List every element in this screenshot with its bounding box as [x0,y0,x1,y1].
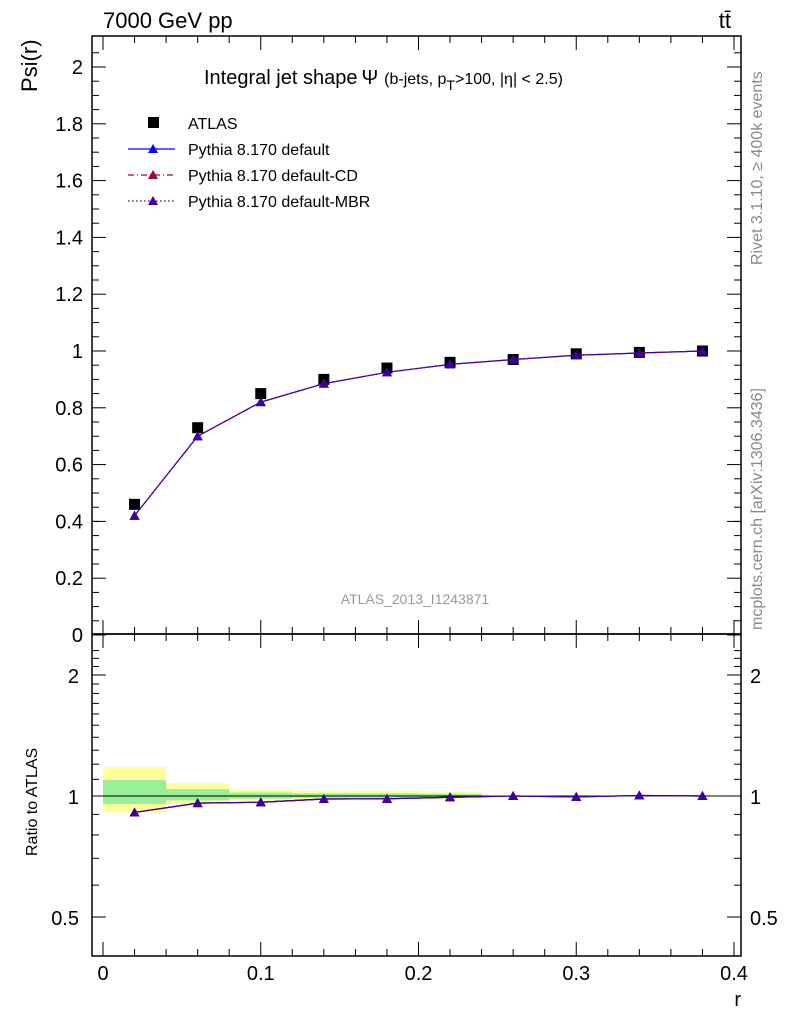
series-line [134,350,703,517]
y-tick-label: 1.2 [55,284,83,306]
title-psi: Ψ [361,67,378,89]
y-axis-label-main: Psi(r) [17,39,42,92]
ratio-y-tick-label: 2 [68,666,79,688]
triangle-marker [381,367,392,377]
atlas-data-point [129,498,141,510]
legend-entry: Pythia 8.170 default-CD [128,168,358,185]
y-tick-label: 0.2 [55,568,83,590]
series-0 [129,345,708,510]
process-label: tt̄ [719,8,731,33]
ratio-frame [91,633,742,957]
triangle-marker [634,790,645,800]
triangle-marker [192,798,203,808]
ratio-y-tick-label-right: 0.5 [750,908,778,930]
atlas-data-point [192,422,204,434]
triangle-marker [148,170,158,179]
y-tick-label: 1 [72,341,83,363]
y-tick-label: 0.6 [55,455,83,477]
x-tick-label: 0.1 [247,963,275,985]
green-uncertainty-band [166,789,230,801]
ratio-series-2 [129,790,708,817]
triangle-marker [634,347,645,357]
x-tick-label: 0.2 [405,963,433,985]
green-uncertainty-band [103,780,167,805]
triangle-marker [192,431,203,441]
legend-label: Pythia 8.170 default-CD [188,168,358,185]
ratio-series-line [134,794,703,814]
y-tick-label: 0.8 [55,398,83,420]
triangle-marker [508,354,519,364]
y-tick-label: 1.8 [55,114,83,136]
ratio-y-tick-label-right: 1 [750,787,761,809]
x-axis-label: r [734,989,741,1011]
triangle-marker [318,378,329,388]
triangle-marker [445,792,456,802]
triangle-marker [508,791,519,800]
legend-entry: Pythia 8.170 default-MBR [128,194,370,211]
series-1 [129,346,708,520]
title-subscript: T [446,77,455,93]
title-rest: >100, |η| < 2.5) [455,71,563,88]
rivet-label: Rivet 3.1.10, ≥ 400k events [749,71,766,265]
y-tick-label: 0 [72,625,83,647]
ratio-y-tick-label: 0.5 [51,908,79,930]
triangle-marker [148,196,158,205]
atlas-data-point [255,388,267,400]
triangle-marker [148,144,158,153]
ratio-y-tick-label: 1 [68,787,79,809]
series-line [134,350,703,517]
watermark-label: ATLAS_2013_I1243871 [341,591,490,607]
legend-marker [148,117,159,128]
series-2 [129,346,708,520]
energy-label: 7000 GeV pp [103,8,233,33]
triangle-marker [318,793,329,803]
main-panel: 0 0.2 0.4 0.6 0.8 1 1.2 1.4 1.6 1.8 2 Integral jet… [17,35,742,647]
series-line [134,350,703,517]
triangle-marker [129,807,140,817]
title-main: Integral jet shape [204,67,357,89]
triangle-marker [571,791,582,801]
legend-label: Pythia 8.170 default-MBR [188,194,370,211]
triangle-marker [129,510,140,520]
y-axis-label-ratio: Ratio to ATLAS [24,748,41,856]
y-tick-label: 2 [72,57,83,79]
triangle-marker [697,791,708,800]
legend-label: ATLAS [188,116,238,133]
title-open: (b-jets, p [384,71,446,88]
triangle-marker [255,397,266,407]
legend-label: Pythia 8.170 default [188,142,330,159]
x-tick-label: 0.4 [720,963,748,985]
x-tick-label: 0 [97,963,108,985]
triangle-marker [381,793,392,803]
triangle-marker [445,359,456,369]
series-3 [129,346,708,520]
main-title: Integral jet shape Ψ (b-jets, pT>100, |η| … [204,67,563,93]
triangle-marker [697,346,708,355]
x-tick-label: 0.3 [562,963,590,985]
y-tick-label: 1.4 [55,227,83,249]
legend-entry: Pythia 8.170 default [128,142,330,159]
triangle-marker [255,797,266,807]
y-tick-label: 0.4 [55,511,83,533]
legend: ATLAS Pythia 8.170 default Pythia 8.170 de… [128,116,370,211]
y-tick-label: 1.6 [55,171,83,193]
legend-entry: ATLAS [148,116,238,133]
ratio-y-tick-label-right: 2 [750,666,761,688]
ratio-panel: 0.5 0.5 1 1 2 2 0 0.1 0.2 0.3 0.4 Ratio to ATLAS r [24,633,778,1011]
mcplots-label: mcplots.cern.ch [arXiv:1306.3436] [749,388,766,630]
triangle-marker [571,350,582,360]
